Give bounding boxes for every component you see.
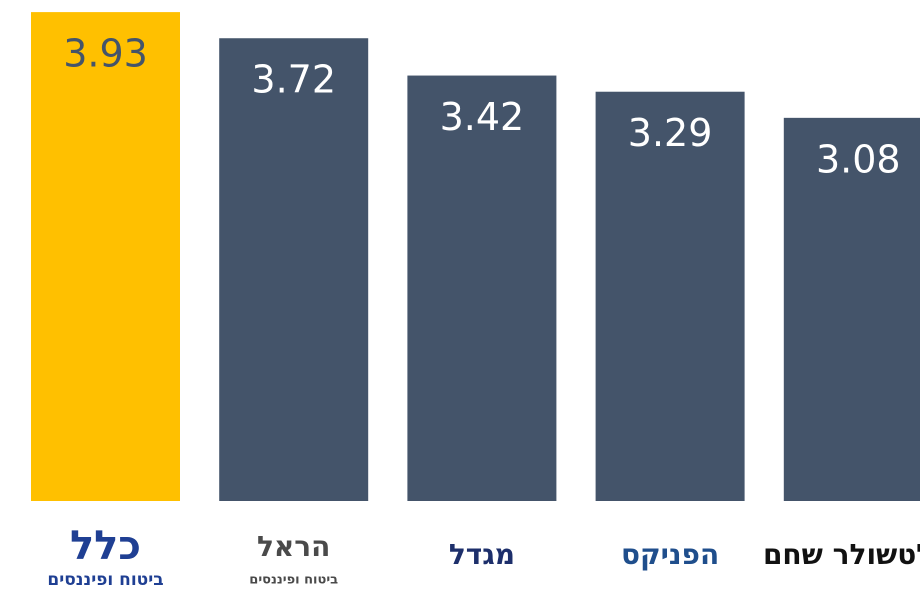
bar xyxy=(31,12,180,501)
bar xyxy=(783,117,920,502)
value-label: 3.42 xyxy=(440,95,525,139)
value-label: 3.29 xyxy=(628,111,713,155)
category-logo-subtitle: ביטוח ופיננסים xyxy=(249,573,338,588)
category-logo-name: כלל xyxy=(70,523,141,569)
value-label: 3.08 xyxy=(816,137,901,181)
bar xyxy=(219,38,369,502)
category-logo-name: מגדל xyxy=(449,538,515,571)
bar xyxy=(407,75,557,501)
category-logo-name: הראל xyxy=(257,530,330,563)
bar xyxy=(595,91,745,501)
value-label: 3.93 xyxy=(63,32,148,76)
category-logo-subtitle: ביטוח ופיננסים xyxy=(47,570,163,590)
category-logo-name: אלטשולר שחם xyxy=(763,538,920,571)
category-logo-name: הפניקס xyxy=(621,538,719,571)
value-label: 3.72 xyxy=(251,58,336,102)
